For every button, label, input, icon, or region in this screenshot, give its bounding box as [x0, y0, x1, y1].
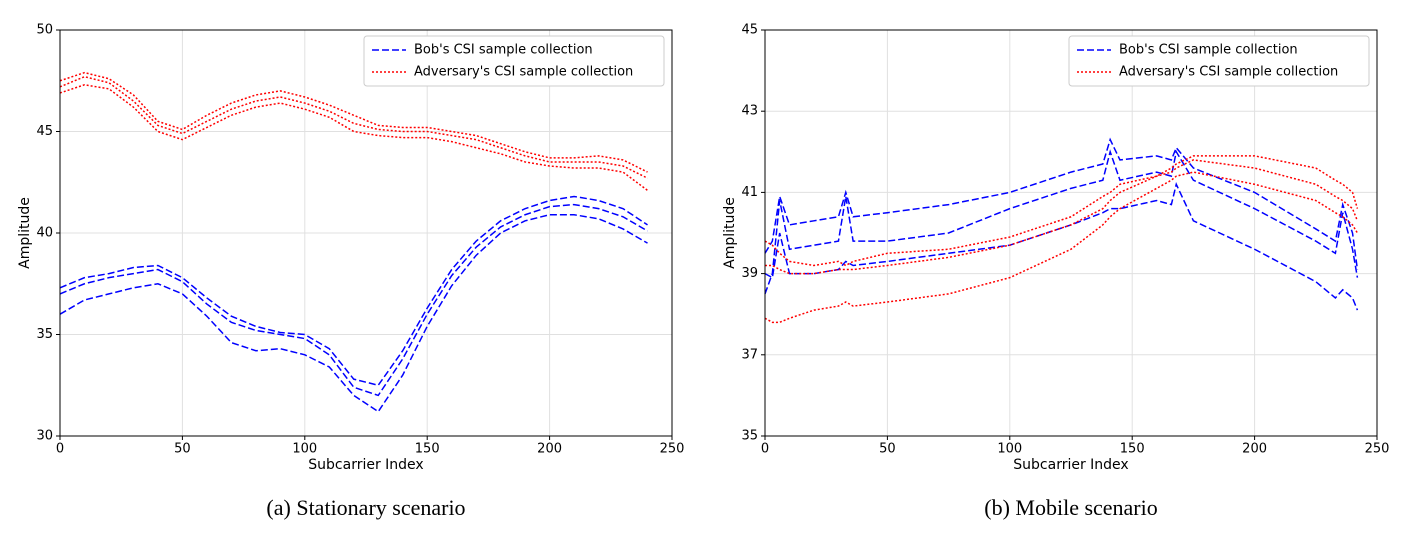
data-line [59, 213, 648, 413]
data-line [765, 159, 1359, 275]
x-tick-label: 50 [174, 442, 191, 457]
legend-label: Bob's CSI sample collection [414, 43, 593, 58]
data-line [764, 155, 1359, 267]
plot-frame [764, 29, 1378, 437]
x-tick-label: 150 [1120, 442, 1145, 457]
x-tick-label: 0 [56, 442, 64, 457]
y-axis-label: Amplitude [17, 197, 33, 269]
y-tick-label: 43 [741, 104, 758, 119]
x-tick-label: 50 [879, 442, 896, 457]
data-line [764, 171, 1359, 324]
data-line [59, 203, 648, 397]
data-line [764, 137, 1359, 270]
plot-frame [59, 29, 673, 437]
x-tick-label: 100 [292, 442, 317, 457]
data-line [764, 149, 1359, 295]
x-tick-label: 250 [660, 442, 685, 457]
legend-box [363, 35, 665, 87]
legend-label: Adversary's CSI sample collection [414, 65, 633, 80]
data-line [59, 71, 648, 173]
y-tick-label: 40 [36, 226, 53, 241]
caption: (a) Stationary scenario [266, 495, 465, 520]
x-tick-label: 150 [415, 442, 440, 457]
y-tick-label: 41 [741, 185, 758, 200]
y-tick-label: 45 [36, 124, 53, 139]
y-tick-label: 45 [741, 23, 758, 38]
y-tick-label: 39 [741, 266, 758, 281]
x-tick-label: 200 [1242, 442, 1267, 457]
y-tick-label: 35 [741, 429, 758, 444]
y-tick-label: 37 [741, 347, 758, 362]
y-axis-label: Amplitude [722, 197, 738, 269]
x-tick-label: 250 [1365, 442, 1390, 457]
y-tick-label: 50 [36, 23, 53, 38]
x-axis-label: Subcarrier Index [1013, 457, 1128, 473]
data-line [764, 182, 1359, 311]
x-tick-label: 0 [761, 442, 769, 457]
y-tick-label: 30 [36, 429, 53, 444]
data-line [59, 84, 648, 191]
legend-label: Adversary's CSI sample collection [1119, 65, 1338, 80]
data-line [59, 75, 648, 179]
data-line [59, 195, 648, 387]
x-tick-label: 100 [997, 442, 1022, 457]
x-axis-label: Subcarrier Index [308, 457, 423, 473]
caption: (b) Mobile scenario [984, 495, 1158, 520]
x-tick-label: 200 [537, 442, 562, 457]
legend-box [1068, 35, 1370, 87]
y-tick-label: 35 [36, 327, 53, 342]
legend-label: Bob's CSI sample collection [1119, 43, 1298, 58]
